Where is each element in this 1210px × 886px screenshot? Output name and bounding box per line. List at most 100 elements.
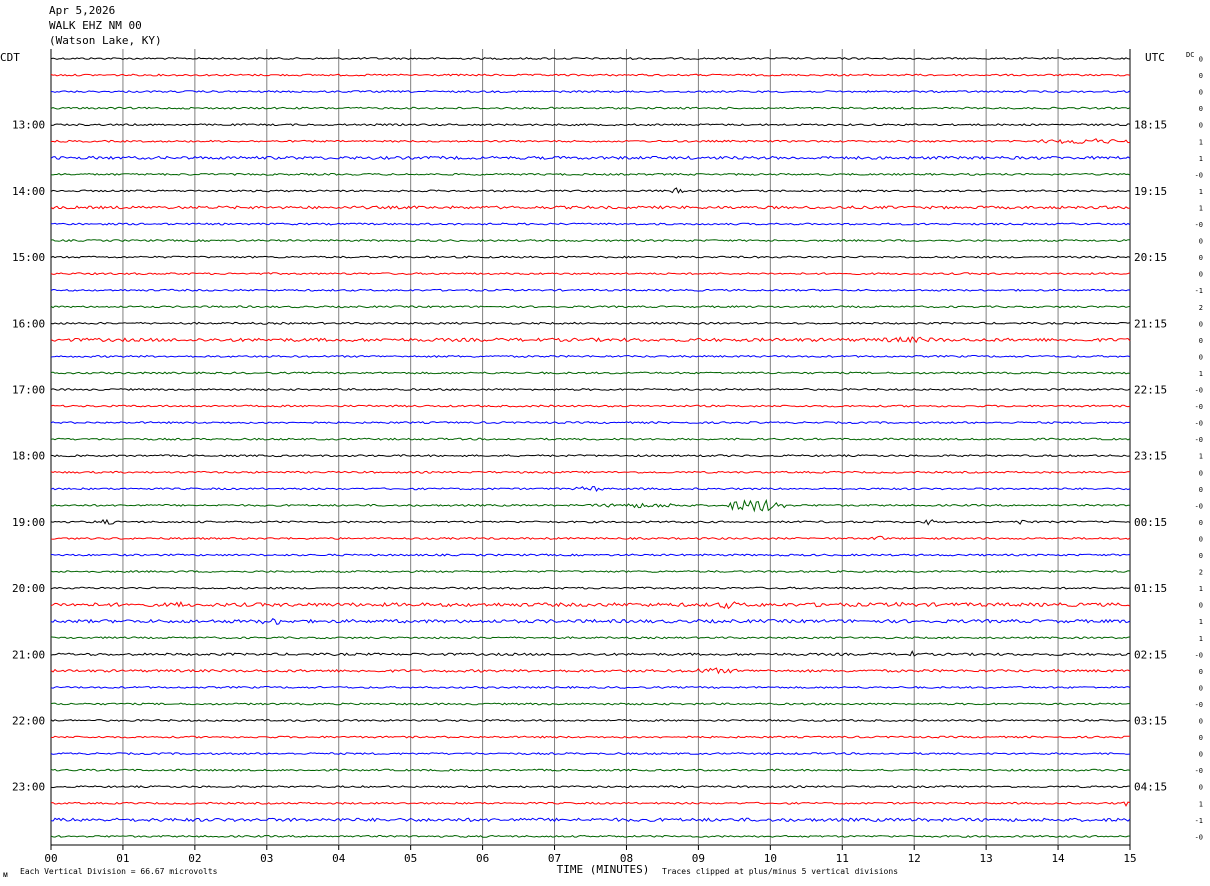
dc-offset-value: 0: [1199, 751, 1203, 759]
x-tick-label: 14: [1051, 852, 1065, 865]
trace-row: [50, 239, 1131, 243]
x-tick-label: 04: [332, 852, 346, 865]
trace-row: [50, 553, 1131, 557]
dc-offset-value: -1: [1195, 817, 1203, 825]
dc-offset-value: 1: [1199, 370, 1203, 378]
trace-row: [50, 535, 1131, 541]
cdt-hour-label: 17:00: [12, 384, 45, 397]
dc-offset-value: 0: [1199, 684, 1203, 692]
trace-row: [50, 650, 1131, 657]
dc-offset-value: -0: [1195, 403, 1203, 411]
x-tick-label: 03: [260, 852, 273, 865]
trace-row: [50, 288, 1131, 292]
left-timezone-label: CDT: [0, 51, 20, 64]
trace-row: [50, 735, 1130, 739]
utc-hour-label: 21:15: [1134, 317, 1167, 330]
trace-row: [50, 155, 1131, 160]
dc-header: DC: [1186, 51, 1194, 59]
trace-row: [50, 73, 1131, 77]
trace-row: [50, 187, 1131, 194]
dc-offset-value: -0: [1195, 502, 1203, 510]
trace-row: [50, 768, 1131, 772]
dc-offset-value: -0: [1195, 436, 1203, 444]
dc-offset-value: 0: [1199, 122, 1203, 130]
dc-offset-value: 1: [1199, 155, 1203, 163]
cdt-hour-label: 13:00: [12, 119, 45, 132]
x-tick-label: 01: [116, 852, 129, 865]
x-tick-label: 08: [620, 852, 633, 865]
dc-offset-value: 0: [1199, 602, 1203, 610]
trace-row: [50, 498, 1130, 513]
trace-row: [50, 305, 1131, 309]
cdt-hour-label: 20:00: [12, 582, 45, 595]
dc-offset-value: 2: [1199, 569, 1203, 577]
trace-row: [50, 138, 1131, 145]
cdt-hour-label: 22:00: [12, 715, 45, 728]
trace-row: [50, 404, 1131, 408]
cdt-hour-label: 14:00: [12, 185, 45, 198]
trace-row: [50, 90, 1131, 94]
trace-row: [50, 336, 1131, 344]
dc-offset-value: 0: [1199, 784, 1203, 792]
cdt-hour-label: 19:00: [12, 516, 45, 529]
dc-offset-value: 1: [1199, 204, 1203, 212]
dc-offset-value: 0: [1199, 320, 1203, 328]
dc-offset-value: 0: [1199, 105, 1203, 113]
x-tick-label: 12: [908, 852, 921, 865]
dc-offset-value: 1: [1199, 585, 1203, 593]
dc-offset-value: -1: [1195, 287, 1203, 295]
dc-offset-value: 0: [1199, 353, 1203, 361]
x-tick-label: 15: [1123, 852, 1136, 865]
trace-row: [50, 354, 1131, 358]
dc-offset-value: 0: [1199, 486, 1203, 494]
cdt-hour-label: 15:00: [12, 251, 45, 264]
dc-offset-value: 0: [1199, 734, 1203, 742]
trace-row: [50, 371, 1131, 375]
trace-row: [50, 801, 1131, 807]
dc-offset-value: 0: [1199, 254, 1203, 262]
dc-offset-value: 0: [1199, 238, 1203, 246]
trace-row: [50, 470, 1131, 474]
dc-offset-value: 0: [1199, 519, 1203, 527]
trace-row: [50, 222, 1131, 226]
dc-offset-value: 0: [1199, 469, 1203, 477]
vertical-division-note: Each Vertical Division = 66.67 microvolt…: [20, 867, 218, 876]
trace-row: [50, 667, 1131, 675]
trace-row: [50, 421, 1131, 425]
cdt-hour-label: 16:00: [12, 317, 45, 330]
trace-row: [50, 785, 1130, 789]
trace-row: [50, 685, 1131, 689]
trace-row: [50, 834, 1131, 838]
utc-hour-label: 19:15: [1134, 185, 1167, 198]
trace-row: [50, 57, 1131, 60]
cdt-hour-label: 21:00: [12, 648, 45, 661]
dc-offset-value: 1: [1199, 618, 1203, 626]
trace-row: [50, 321, 1131, 325]
trace-row: [50, 752, 1131, 756]
dc-offset-value: 0: [1199, 337, 1203, 345]
trace-row: [50, 636, 1131, 640]
header-date: Apr 5,2026: [49, 4, 116, 17]
header-location: (Watson Lake, KY): [49, 34, 162, 47]
dc-offset-value: -0: [1195, 651, 1203, 659]
dc-offset-value: 0: [1199, 89, 1203, 97]
dc-offset-value: 1: [1199, 138, 1203, 146]
dc-offset-value: 0: [1199, 718, 1203, 726]
utc-hour-label: 22:15: [1134, 384, 1167, 397]
x-tick-label: 06: [476, 852, 489, 865]
right-timezone-label: UTC: [1145, 51, 1165, 64]
x-tick-label: 13: [980, 852, 993, 865]
utc-hour-label: 23:15: [1134, 450, 1167, 463]
x-tick-label: 09: [692, 852, 705, 865]
trace-row: [50, 570, 1131, 574]
trace-row: [50, 205, 1131, 210]
header-station: WALK EHZ NM 00: [49, 19, 142, 32]
trace-row: [50, 718, 1131, 723]
trace-row: [50, 387, 1131, 392]
dc-offset-value: -0: [1195, 420, 1203, 428]
trace-row: [50, 702, 1130, 706]
x-tick-label: 00: [44, 852, 57, 865]
trace-row: [50, 817, 1131, 823]
